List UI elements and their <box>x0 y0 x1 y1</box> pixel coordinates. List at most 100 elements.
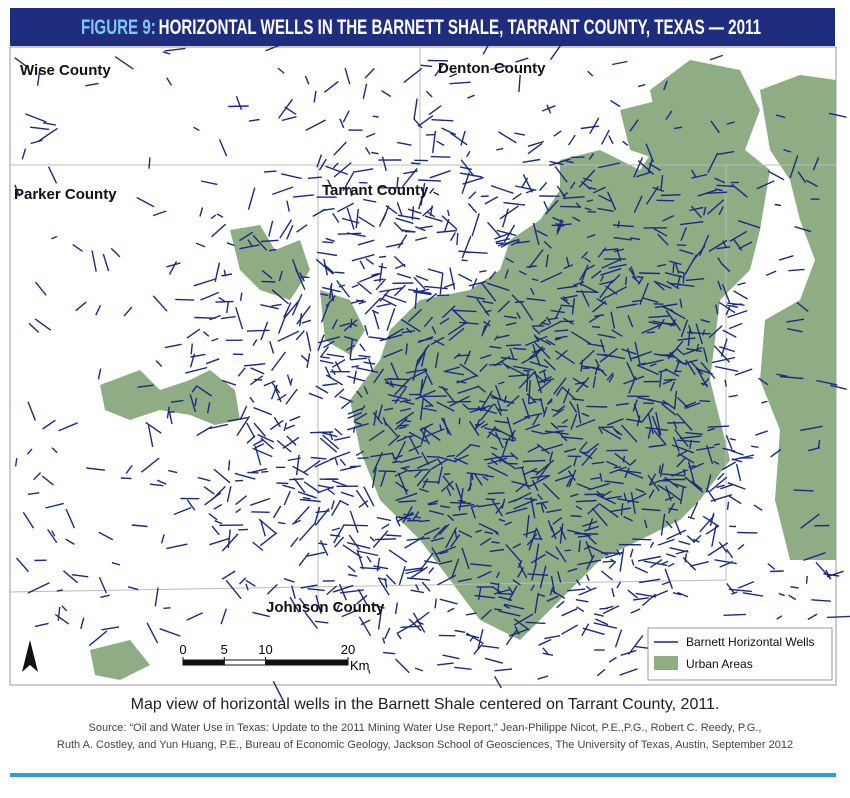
well <box>670 318 677 327</box>
well <box>494 384 502 401</box>
well <box>677 591 689 598</box>
well <box>557 285 578 290</box>
well <box>422 477 429 489</box>
well <box>63 570 79 584</box>
well <box>95 304 102 316</box>
well <box>665 309 678 326</box>
county-label: Wise County <box>20 62 111 79</box>
well <box>65 538 75 545</box>
well <box>467 94 475 99</box>
well <box>375 278 387 291</box>
well <box>581 412 590 417</box>
well <box>340 491 354 498</box>
well <box>666 529 687 540</box>
well <box>252 339 258 346</box>
scale-segment <box>182 659 225 666</box>
well <box>684 402 701 410</box>
well <box>690 462 704 470</box>
well <box>504 315 518 319</box>
well <box>554 335 568 340</box>
scale-tick-label: 10 <box>258 642 272 657</box>
well <box>80 617 85 629</box>
well <box>346 541 371 549</box>
scale-tick-label: 0 <box>179 642 186 657</box>
well <box>494 420 510 424</box>
well <box>427 211 435 218</box>
well <box>457 386 478 394</box>
well <box>429 170 451 179</box>
well <box>433 191 440 196</box>
well <box>513 499 535 510</box>
well <box>697 189 718 197</box>
well <box>86 467 105 471</box>
well <box>587 343 605 348</box>
well <box>441 127 457 136</box>
well <box>384 407 394 411</box>
well <box>530 553 546 564</box>
well <box>98 531 114 541</box>
well <box>518 74 521 93</box>
well <box>476 385 486 393</box>
well <box>518 270 527 276</box>
well <box>451 308 468 324</box>
well <box>378 255 387 258</box>
well <box>447 400 472 403</box>
well <box>706 444 714 465</box>
well <box>477 629 484 651</box>
well <box>527 444 541 453</box>
well <box>148 157 151 169</box>
well <box>490 393 501 401</box>
well <box>593 622 618 629</box>
well <box>253 406 273 416</box>
well <box>505 629 518 646</box>
well <box>371 151 379 155</box>
well <box>252 611 270 618</box>
well <box>351 284 359 289</box>
well <box>347 565 356 573</box>
well <box>363 386 369 395</box>
well <box>430 336 445 346</box>
well <box>459 363 479 378</box>
well <box>538 369 547 374</box>
well <box>659 370 663 388</box>
well <box>496 147 504 151</box>
well <box>410 162 421 165</box>
well <box>294 268 306 290</box>
well <box>677 337 696 341</box>
well <box>563 448 577 453</box>
well <box>705 487 717 503</box>
well <box>716 246 731 250</box>
well <box>570 413 578 430</box>
well <box>577 559 602 566</box>
well <box>408 618 422 632</box>
well <box>560 304 574 308</box>
well <box>523 369 531 372</box>
well <box>533 346 544 358</box>
north-arrow-shape <box>22 640 38 672</box>
well <box>622 140 629 146</box>
well <box>655 411 662 436</box>
well <box>257 434 275 443</box>
well <box>599 280 613 286</box>
well <box>676 439 700 443</box>
well <box>641 324 660 334</box>
well <box>323 340 335 349</box>
well <box>658 369 667 373</box>
well <box>387 393 408 401</box>
well <box>726 121 735 125</box>
well <box>495 238 511 243</box>
well <box>467 203 478 214</box>
well <box>669 351 685 365</box>
well <box>609 466 627 474</box>
well <box>620 649 637 656</box>
well <box>319 539 329 556</box>
well <box>211 525 220 536</box>
well <box>466 150 471 158</box>
well <box>505 543 522 562</box>
well <box>33 472 42 481</box>
well <box>497 592 514 595</box>
well <box>532 348 546 354</box>
well <box>742 592 764 597</box>
well <box>721 461 737 471</box>
well <box>166 77 172 86</box>
